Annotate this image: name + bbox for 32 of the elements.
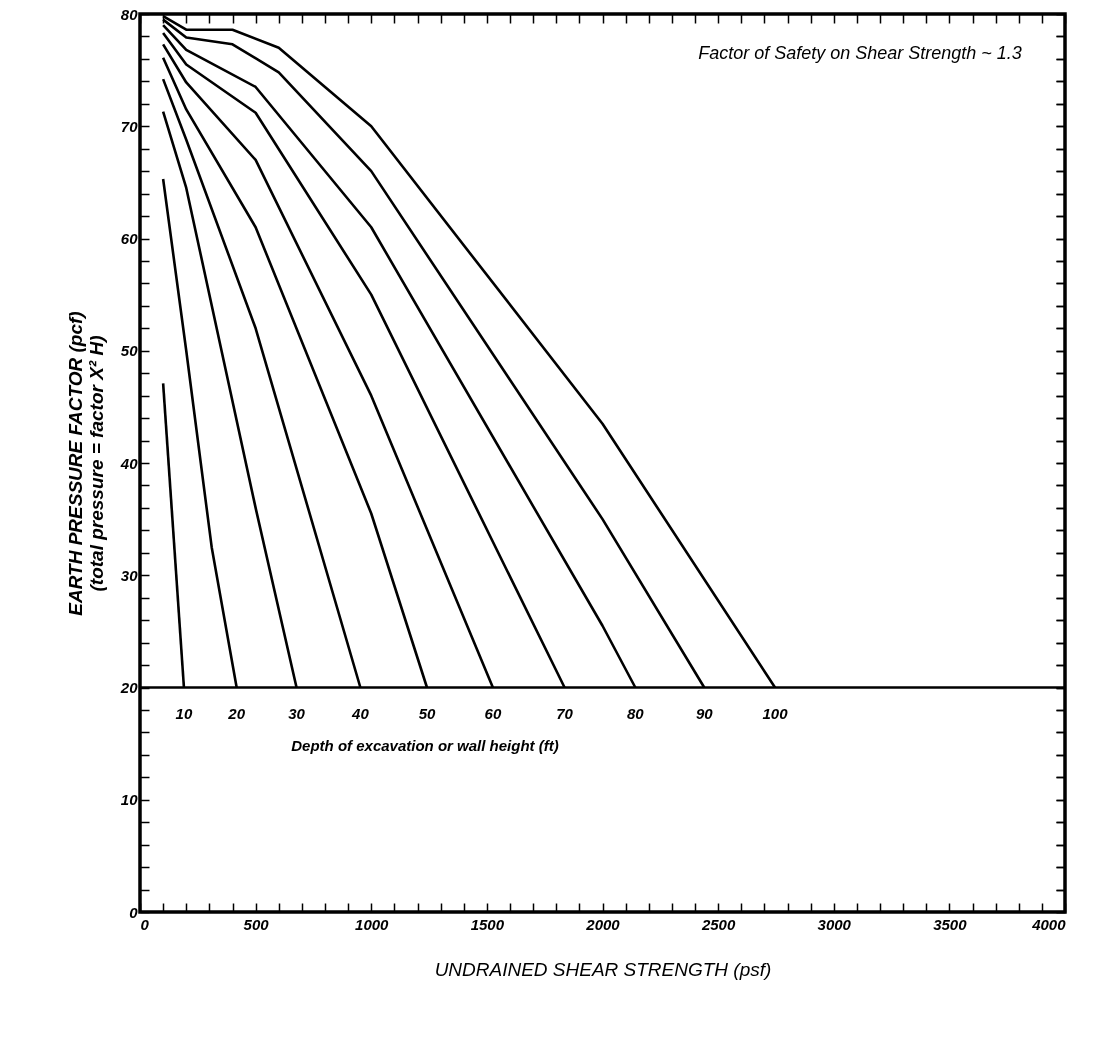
- y-tick-label: 10: [120, 791, 139, 809]
- series-label: 80: [626, 704, 645, 722]
- annotation: Factor of Safety on Shear Strength ~ 1.3: [698, 43, 1022, 63]
- x-tick-label: 1500: [470, 915, 505, 933]
- x-tick-label: 2000: [585, 915, 621, 933]
- x-tick-label: 4000: [1031, 915, 1067, 933]
- x-tick-label: 2500: [700, 915, 736, 933]
- y-tick-label: 70: [120, 117, 139, 135]
- series-label: 100: [762, 704, 789, 722]
- x-axis-title: UNDRAINED SHEAR STRENGTH (psf): [434, 958, 772, 980]
- series-label: 30: [288, 704, 306, 722]
- x-tick-label: 3500: [933, 915, 968, 933]
- y-tick-label: 30: [120, 566, 139, 584]
- series-label: 70: [556, 704, 574, 722]
- y-tick-label: 80: [120, 5, 139, 23]
- y-tick-label: 0: [129, 903, 139, 921]
- series-label: 20: [227, 704, 246, 722]
- x-tick-label: 500: [243, 915, 270, 933]
- y-axis-title: EARTH PRESSURE FACTOR (pcf) (total pressure = factor X² H): [64, 311, 107, 616]
- series-label: 90: [695, 704, 714, 722]
- series-label: 10: [175, 704, 193, 722]
- annotation: Depth of excavation or wall height (ft): [291, 737, 559, 754]
- y-tick-label: 40: [119, 454, 139, 472]
- series-label: 50: [418, 704, 436, 722]
- y-tick-label: 50: [120, 342, 139, 360]
- x-tick-label: 1000: [355, 915, 390, 933]
- x-tick-label: 3000: [817, 915, 852, 933]
- y-tick-label: 20: [119, 679, 139, 696]
- series-label: 60: [484, 704, 502, 722]
- y-tick-label: 60: [120, 230, 139, 247]
- x-tick-label: 0: [140, 915, 150, 933]
- series-label: 40: [351, 704, 370, 722]
